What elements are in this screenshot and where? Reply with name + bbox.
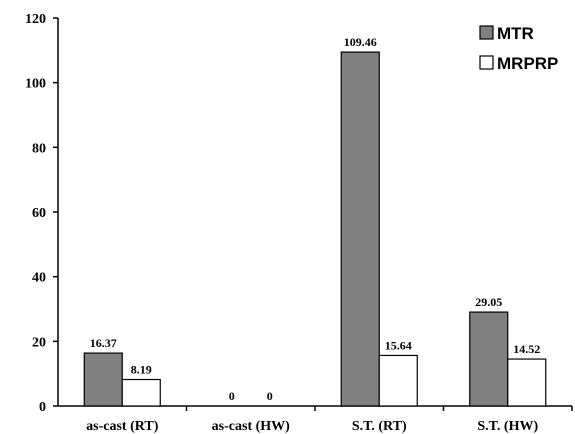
y-tick-label: 20 [32,335,46,350]
data-label-mtr-2: 109.46 [344,35,377,49]
data-label-mrprp-0: 8.19 [131,363,152,377]
y-tick-label: 0 [39,400,46,415]
data-label-mrprp-1: 0 [267,389,273,403]
bar-mrprp-2 [378,354,418,407]
bar-mtr-0 [83,352,123,407]
bar-mtr-2 [340,51,380,407]
x-tick-label: S.T. (RT) [352,419,407,434]
legend-swatch-mrprp [479,55,494,70]
data-label-mtr-0: 16.37 [90,336,117,350]
legend-label-mtr: MTR [497,24,534,43]
y-tick-label: 120 [25,12,46,27]
x-tick-label: S.T. (HW) [477,419,538,434]
bar-mtr-3 [469,311,509,407]
y-tick-label: 80 [32,141,46,156]
data-labels: 16.37 0 109.46 29.05 8.19 0 15.64 14.52 [90,35,541,403]
data-label-mtr-1: 0 [229,389,235,403]
y-tick-label: 40 [32,271,46,286]
legend: MTR MRPRP [479,24,558,73]
x-tick-label: as-cast (HW) [212,419,290,434]
data-label-mrprp-3: 14.52 [513,342,540,356]
bar-mrprp-0 [121,378,161,407]
bar-mrprp-3 [507,358,547,407]
y-tick-label: 100 [25,77,46,92]
y-tick-label: 60 [32,206,46,221]
data-label-mrprp-2: 15.64 [385,338,412,352]
x-tick-label: as-cast (RT) [86,419,159,434]
legend-label-mrprp: MRPRP [497,54,558,73]
data-label-mtr-3: 29.05 [475,295,502,309]
axes: 0 20 40 60 80 100 120 as-cast (RT) as-cast (HW) S… [25,12,573,434]
bars [83,51,547,407]
legend-swatch-mtr [479,25,494,40]
